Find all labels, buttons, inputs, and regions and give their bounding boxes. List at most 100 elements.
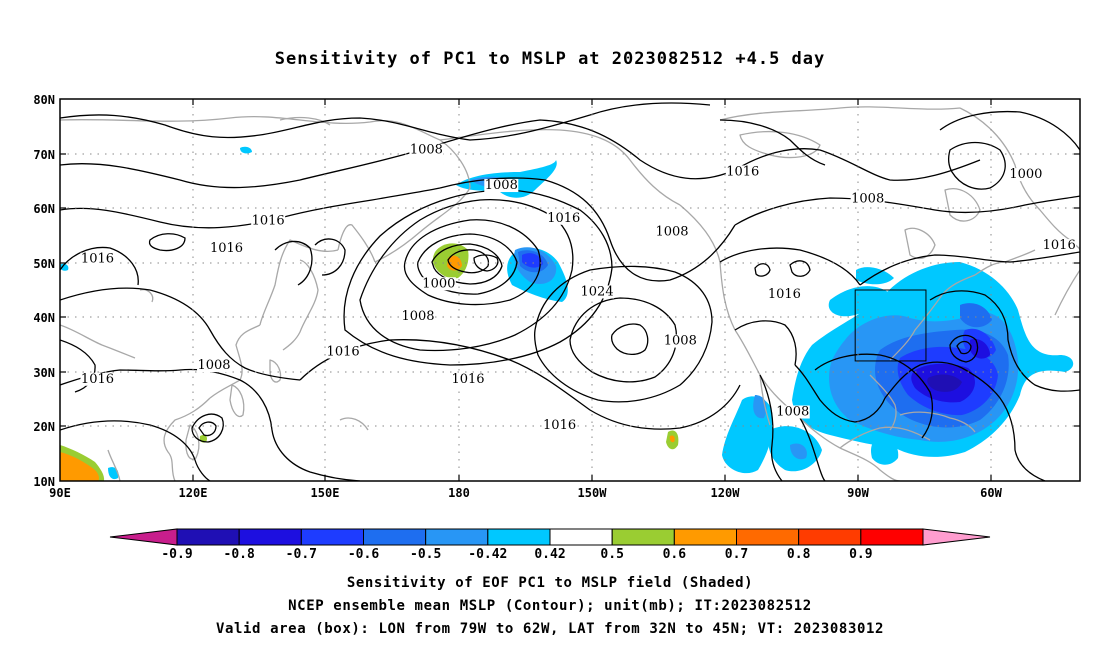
lat-label-70n: 70N	[33, 148, 55, 162]
colorbar-swatch	[487, 528, 551, 546]
colorbar-tick-label: 0.9	[849, 547, 872, 562]
lat-label-60n: 60N	[33, 202, 55, 216]
lon-label-150e: 150E	[311, 486, 340, 500]
colorbar-tick-label: -0.42	[468, 547, 507, 562]
contour-label-background	[1008, 168, 1043, 182]
contour-label-background	[655, 225, 689, 239]
contour-label: 1016	[547, 211, 580, 226]
contour-label: 1008	[197, 358, 230, 373]
contour-label: 1008	[655, 224, 688, 239]
contour-label: 1016	[543, 418, 576, 433]
contour-label-background	[546, 211, 581, 225]
colorbar-swatch	[736, 528, 800, 546]
colorbar-swatch	[549, 528, 613, 546]
contour-label: 1008	[776, 405, 809, 420]
contour-label: 1000	[1009, 167, 1042, 182]
colorbar-high-extension	[922, 528, 991, 546]
contour-label-background	[401, 310, 436, 324]
contour-label: 1008	[485, 178, 518, 193]
lat-label-10n: 10N	[33, 475, 55, 489]
caption-shading: Sensitivity of EOF PC1 to MSLP field (Sh…	[346, 575, 754, 591]
contour-label: 1008	[664, 334, 697, 349]
colorbar-swatch	[860, 528, 924, 546]
lat-label-30n: 30N	[33, 366, 55, 380]
contour-label-background	[80, 252, 115, 266]
contour-label-background	[725, 165, 760, 179]
contour-label: 1024	[581, 284, 614, 299]
colorbar-swatch	[363, 528, 427, 546]
contour-label: 1016	[451, 372, 484, 387]
contour-label-background	[326, 345, 361, 359]
coastlines	[60, 106, 1080, 481]
contour-label-background	[484, 179, 519, 193]
contour-label-background	[775, 405, 810, 419]
lon-label-90w: 90W	[847, 486, 869, 500]
contour-label: 1008	[410, 143, 443, 158]
contour-label: 1008	[401, 309, 434, 324]
contour-label-background	[451, 372, 485, 386]
contour-label: 1008	[851, 192, 884, 207]
contour-label-background	[542, 419, 577, 433]
colorbar-tick-label: 0.6	[663, 547, 687, 562]
colorbar-swatch	[425, 528, 489, 546]
valid-area-box	[854, 289, 927, 362]
contour-label: 1000	[422, 276, 455, 291]
contour-label: 1016	[1043, 238, 1076, 253]
mslp-contours	[60, 102, 1080, 481]
longitude-labels: 90E 120E 150E 180 150W 120W 90W 60W	[49, 486, 1002, 500]
contour-label: 1016	[768, 287, 801, 302]
contour-label-background	[580, 285, 615, 299]
contour-labels: 1008 1008 1016 1000 1008 1016 1016 1008 1016 1016…	[80, 143, 1077, 433]
colorbar-swatch	[611, 528, 675, 546]
contour-label: 1016	[210, 241, 243, 256]
colorbar-tick-label: -0.5	[410, 547, 441, 562]
colorbar-swatch	[238, 528, 302, 546]
contour-label: 1016	[726, 164, 759, 179]
lat-label-40n: 40N	[33, 311, 55, 325]
lon-label-120e: 120E	[179, 486, 208, 500]
colorbar-tick-label: -0.9	[161, 547, 192, 562]
caption-contour: NCEP ensemble mean MSLP (Contour); unit(…	[288, 598, 812, 614]
lon-label-90e: 90E	[49, 486, 71, 500]
latitude-labels: 80N 70N 60N 50N 40N 30N 20N 10N	[33, 93, 55, 489]
colorbar-tick-label: -0.7	[286, 547, 317, 562]
contour-label-background	[1042, 239, 1077, 253]
map-frame	[59, 98, 1081, 482]
colorbar-tick-label: 0.7	[725, 547, 748, 562]
contour-label-background	[767, 288, 802, 302]
contour-label-background	[209, 241, 244, 255]
caption-valid-area: Valid area (box): LON from 79W to 62W, L…	[215, 621, 885, 637]
contour-label-background	[409, 143, 444, 157]
contour-label: 1016	[81, 252, 114, 267]
axis-ticks	[60, 99, 1080, 481]
contour-label-background	[197, 359, 232, 373]
colorbar-swatch	[176, 528, 240, 546]
lat-label-80n: 80N	[33, 93, 55, 107]
lon-label-150w: 150W	[578, 486, 608, 500]
colorbar-low-extension	[109, 528, 178, 546]
colorbar-tick-label: -0.6	[348, 547, 379, 562]
colorbar-swatch	[798, 528, 862, 546]
colorbar: -0.9 -0.8 -0.7 -0.6 -0.5 -0.42 0.42 0.5 0.6 0.7 0.…	[109, 528, 991, 562]
lon-label-120w: 120W	[711, 486, 741, 500]
contour-label-background	[850, 192, 885, 206]
colorbar-swatch	[673, 528, 737, 546]
map-area: 1008 1008 1016 1000 1008 1016 1016 1008 1016 1016…	[60, 99, 1080, 481]
contour-label-background	[251, 214, 286, 228]
contour-label-background	[421, 277, 456, 291]
lat-label-20n: 20N	[33, 420, 55, 434]
colorbar-swatch	[300, 528, 365, 546]
lat-label-50n: 50N	[33, 257, 55, 271]
colorbar-tick-label: 0.5	[600, 547, 623, 562]
plot-title: Sensitivity of PC1 to MSLP at 2023082512…	[274, 49, 826, 69]
contour-label-background	[663, 334, 698, 348]
lon-label-180: 180	[448, 486, 470, 500]
contour-label: 1016	[81, 372, 114, 387]
contour-label: 1016	[252, 214, 285, 229]
contour-label-background	[80, 372, 115, 386]
colorbar-tick-label: 0.42	[534, 547, 565, 562]
colorbar-tick-label: 0.8	[787, 547, 811, 562]
colorbar-tick-label: -0.8	[224, 547, 255, 562]
contour-label: 1016	[327, 344, 360, 359]
